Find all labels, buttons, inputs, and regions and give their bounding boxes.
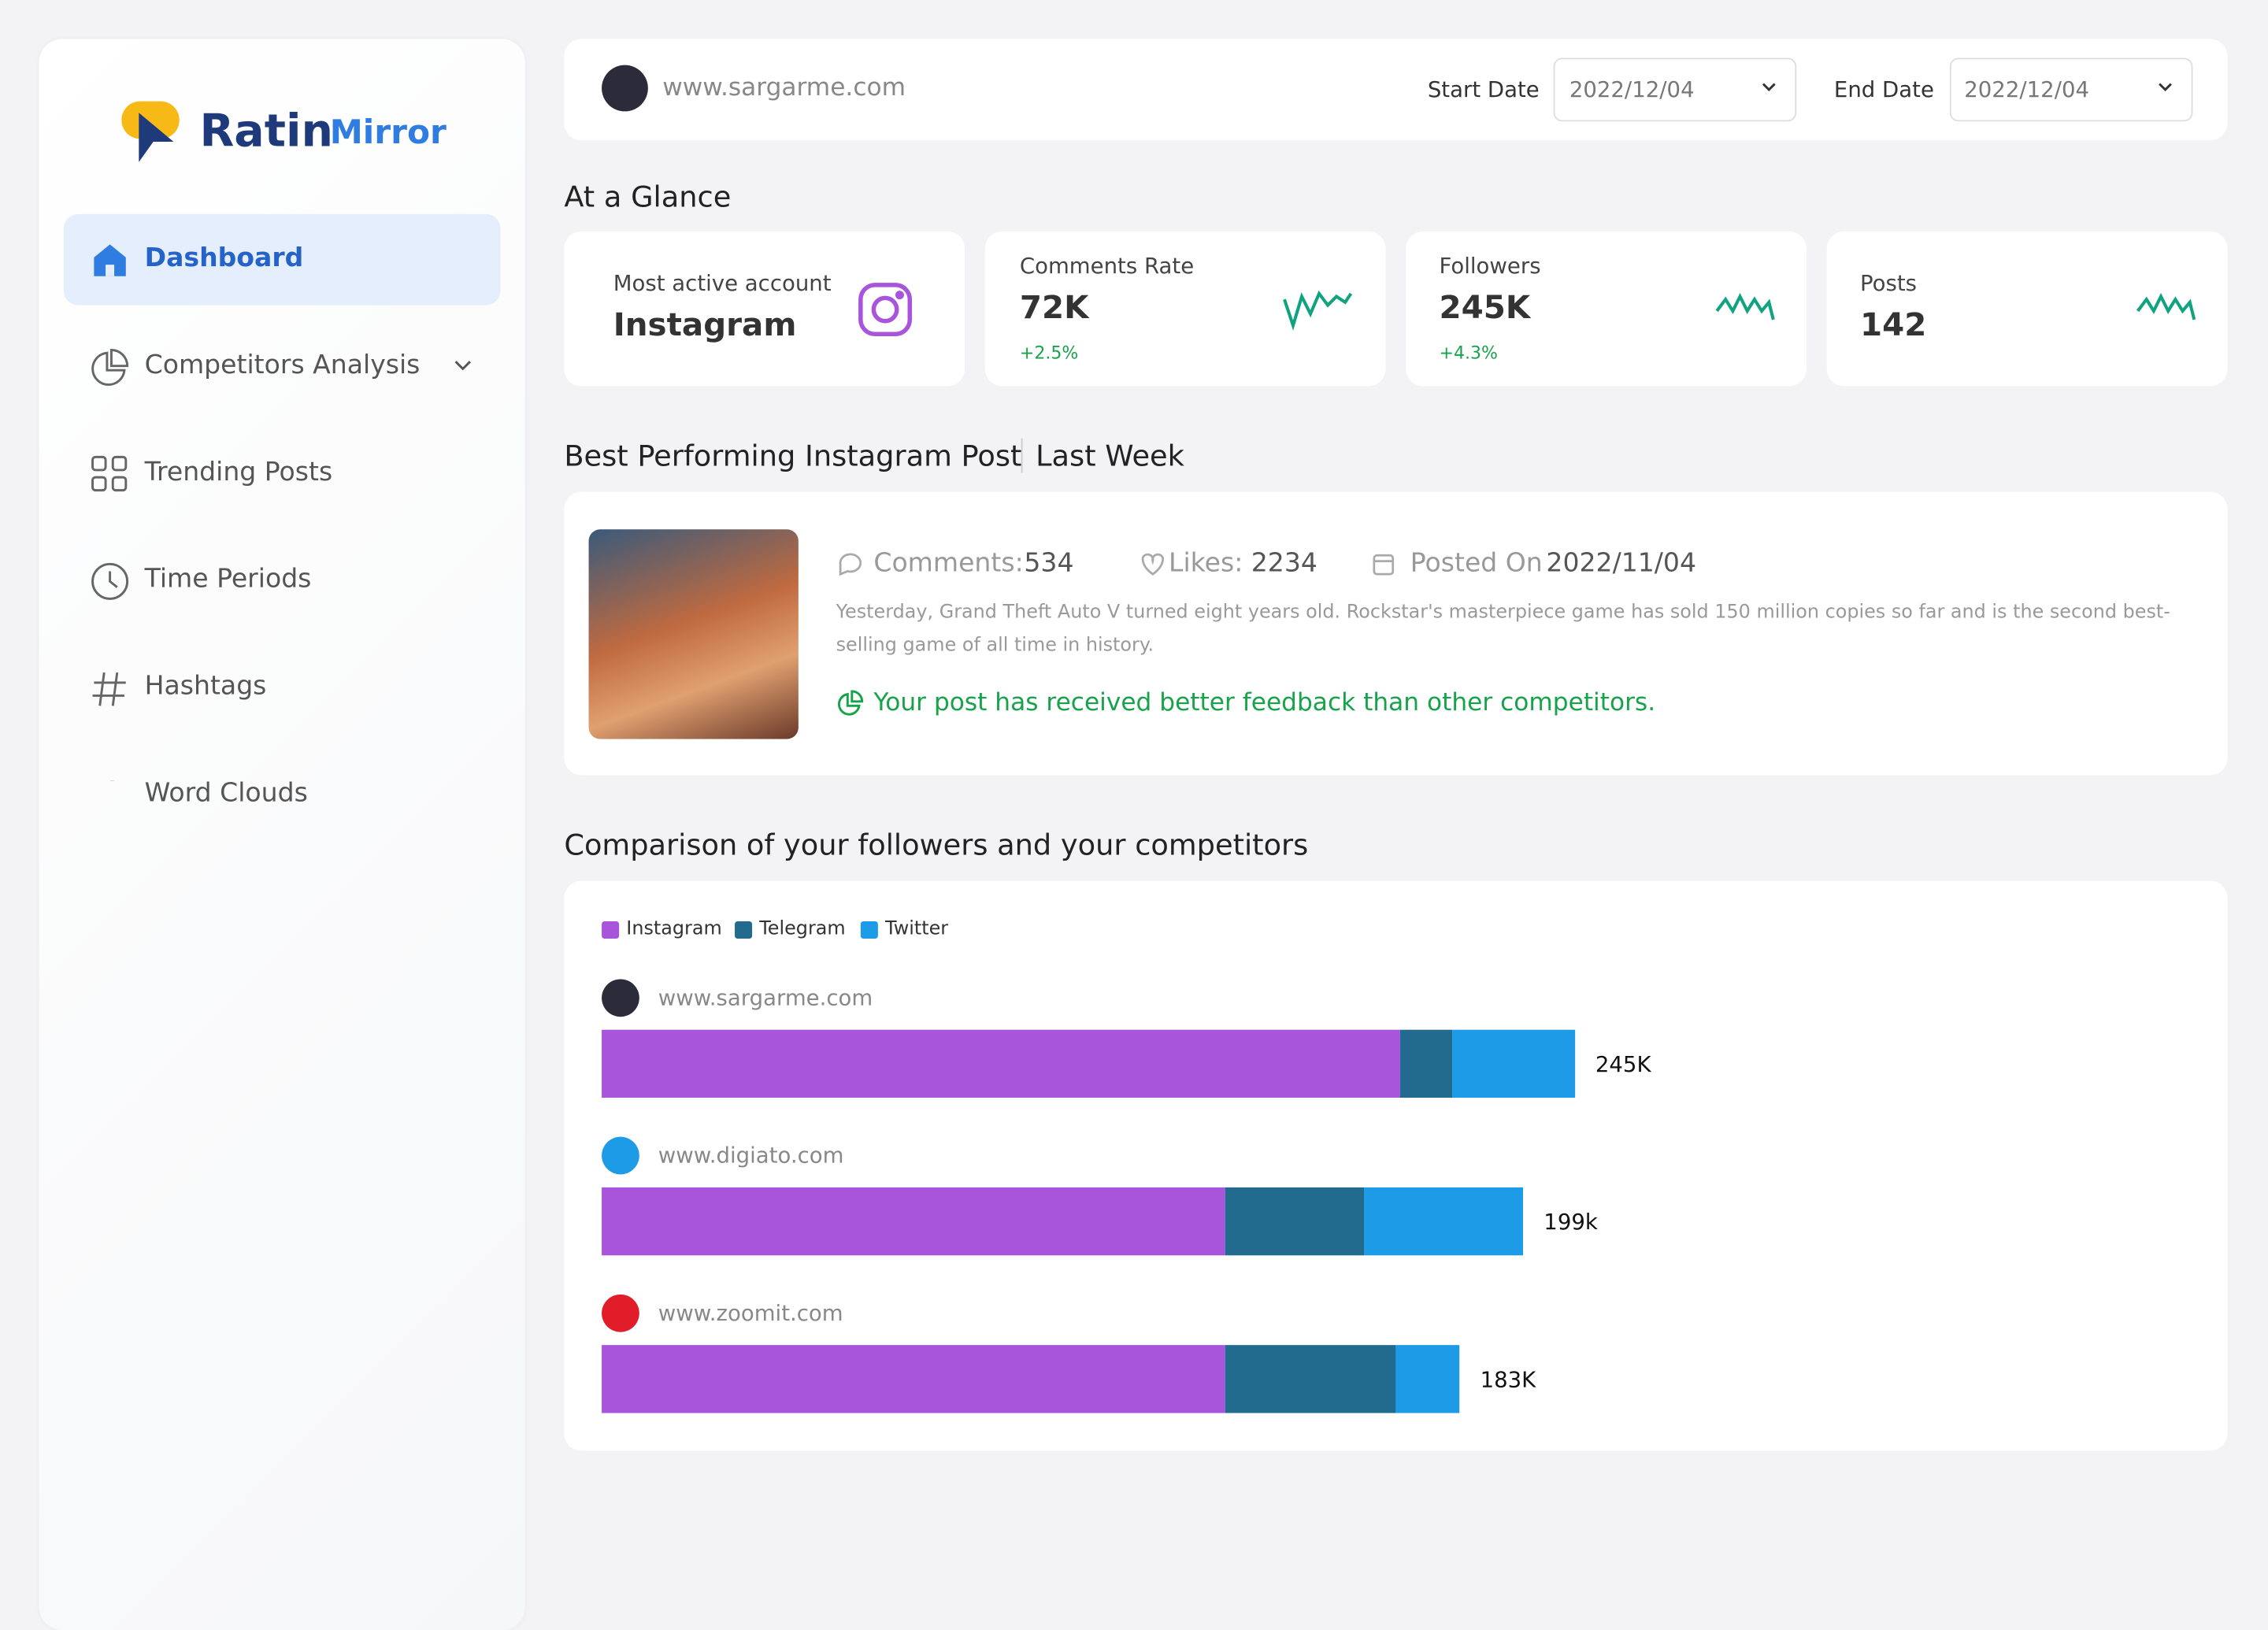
nav-item[interactable]: Dashboard [144, 243, 304, 274]
bar-segment [602, 1187, 1226, 1256]
stat-label: Followers [1439, 253, 1541, 280]
nav-item[interactable]: Trending Posts [144, 457, 333, 487]
logo-name: Ratin [199, 106, 334, 158]
stat-value: 245K [1439, 291, 1531, 328]
comments-value: 534 [1024, 548, 1074, 579]
nav-active[interactable] [63, 213, 501, 306]
home-icon [94, 244, 126, 276]
legend-label: Telegram [759, 918, 846, 940]
likes-label: Likes: [1169, 548, 1243, 579]
stat-card [1406, 231, 1807, 387]
dropdown-arrows [1762, 83, 2172, 91]
stat-card [1826, 231, 2228, 387]
legend-swatch [860, 921, 878, 939]
legend-label: Twitter [885, 918, 949, 940]
section-title: At a Glance [564, 179, 732, 214]
site-avatar [602, 1294, 639, 1332]
nav-icons [91, 349, 129, 781]
site-name: www.sargarme.com [658, 984, 873, 1011]
stat-label: Most active account [613, 270, 832, 297]
post-image [588, 529, 799, 739]
start-input[interactable] [1553, 57, 1797, 122]
instagram-icon [858, 283, 913, 337]
stat-card [984, 231, 1386, 387]
post-card [564, 491, 2228, 776]
bar-segment [1396, 1345, 1460, 1413]
posted-label: Posted On [1410, 548, 1543, 579]
feedback: Your post has received better feedback t… [873, 688, 1656, 718]
divider [1021, 438, 1023, 473]
bar-segment [1225, 1345, 1397, 1413]
posted-value: 2022/11/04 [1546, 548, 1696, 579]
stat-value: Instagram [613, 308, 797, 345]
stat-change: +4.3% [1439, 343, 1498, 364]
site-select[interactable]: www.sargarme.com [662, 73, 906, 103]
nav-item[interactable]: Hashtags [144, 671, 267, 702]
bar-total: 183K [1480, 1366, 1536, 1393]
comments-label: Comments: [873, 548, 1024, 579]
site-avatar [602, 1136, 639, 1175]
stat-value: 72K [1019, 291, 1089, 328]
site-name: www.zoomit.com [658, 1300, 843, 1327]
section-title: Comparison of your followers and your co… [564, 827, 1309, 862]
nav-item[interactable]: Competitors Analysis [144, 350, 421, 381]
end-value: 2022/12/04 [1964, 76, 2090, 103]
feedback-icon [837, 690, 864, 716]
bar-segment [602, 1345, 1226, 1413]
nav-item[interactable]: Word Clouds [144, 778, 308, 809]
chevron[interactable] [451, 356, 474, 376]
start-label: Start Date [1427, 76, 1540, 103]
section-title: Best Performing Instagram Post [564, 438, 1022, 473]
bar-total: 245K [1595, 1051, 1651, 1078]
site-name: www.digiato.com [658, 1142, 844, 1169]
bar-segment [602, 1029, 1401, 1098]
post-description: Yesterday, Grand Theft Auto V turned eig… [836, 602, 2170, 657]
bar-segment [1225, 1187, 1365, 1256]
post-meta-icons [839, 553, 1395, 576]
bar-segment [1364, 1187, 1524, 1256]
bar-segment [1400, 1029, 1452, 1098]
stat-label: Posts [1859, 270, 1918, 297]
likes-value: 2234 [1251, 548, 1317, 579]
start-value: 2022/12/04 [1569, 76, 1695, 103]
sparklines [1283, 290, 2196, 331]
site-avatar [602, 979, 639, 1017]
bar-total: 199k [1544, 1209, 1598, 1235]
legend-swatch [602, 921, 620, 939]
stat-change: +2.5% [1019, 343, 1079, 364]
nav-item[interactable]: Time Periods [144, 564, 312, 595]
end-label: End Date [1833, 76, 1934, 103]
logo-icon [121, 101, 180, 162]
legend-swatch [735, 921, 753, 939]
stat-value: 142 [1859, 308, 1927, 345]
section-period: Last Week [1036, 438, 1184, 473]
site-avatar [602, 65, 648, 112]
legend-label: Instagram [626, 918, 722, 940]
stat-label: Comments Rate [1019, 253, 1195, 280]
end-input[interactable] [1949, 57, 2193, 122]
logo-suffix: Mirror [329, 114, 447, 152]
bar-segment [1451, 1029, 1576, 1098]
